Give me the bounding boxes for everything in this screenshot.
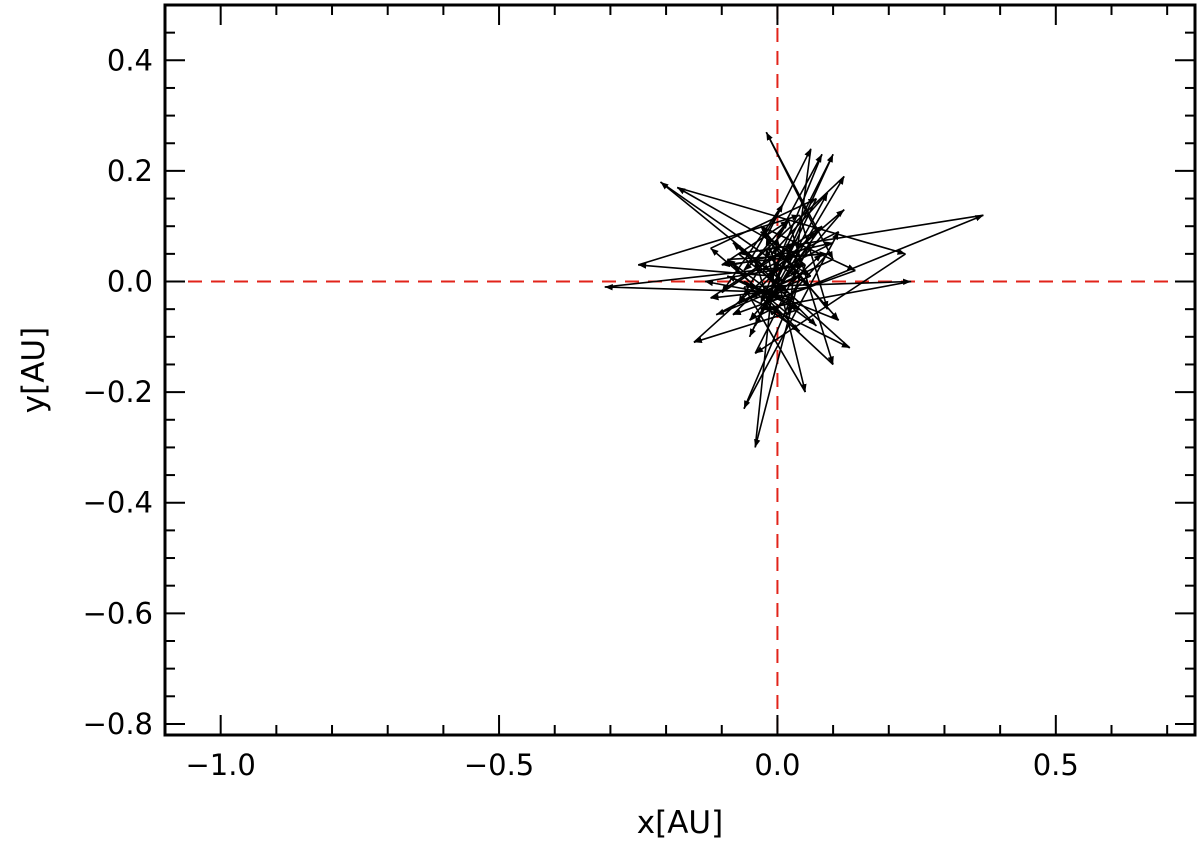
y-axis-title: y[AU] xyxy=(16,327,52,413)
trajectory-arrow xyxy=(765,237,779,271)
trajectory-arrow xyxy=(715,269,801,316)
trajectory-arrow xyxy=(765,214,984,305)
trajectory-arrow xyxy=(604,262,806,288)
reference-lines xyxy=(165,5,1195,735)
trajectory-arrow xyxy=(743,231,840,410)
trajectory-arrow xyxy=(760,230,840,272)
trajectory-arrow xyxy=(754,253,906,355)
trajectory-arrow xyxy=(704,263,806,283)
trajectory-arrow xyxy=(787,220,834,365)
plot-frame xyxy=(163,3,1197,737)
trajectory-arrow xyxy=(743,280,834,366)
trajectory-arrow xyxy=(771,253,829,316)
trajectory-arrow xyxy=(765,247,812,277)
trajectory-arrow xyxy=(743,286,806,393)
trajectory-arrow xyxy=(715,275,812,316)
y-tick-label: 0.0 xyxy=(107,265,153,299)
trajectory-arrow xyxy=(710,197,817,250)
y-tick-label: −0.4 xyxy=(83,486,153,520)
trajectory-arrow xyxy=(754,275,801,448)
trajectory-arrow xyxy=(749,297,795,321)
x-tick-label: −0.5 xyxy=(464,748,534,782)
trajectory-arrow xyxy=(760,280,912,311)
trajectory-arrow xyxy=(754,220,790,260)
x-axis-title: x[AU] xyxy=(637,805,723,841)
y-tick-label: −0.8 xyxy=(83,707,153,741)
x-tick-label: 0.0 xyxy=(754,748,800,782)
x-tick-label: −1.0 xyxy=(185,748,255,782)
trajectory-arrow xyxy=(760,269,817,327)
trajectory-arrow xyxy=(721,220,790,266)
trajectory-arrow xyxy=(676,186,906,255)
trajectory-arrow xyxy=(704,279,795,299)
ticks-layer xyxy=(164,4,1195,735)
trajectory-arrow xyxy=(710,242,795,299)
trajectory-arrow xyxy=(765,208,845,277)
trajectory-arrow xyxy=(727,251,828,261)
trajectory-arrow xyxy=(743,280,778,299)
trajectory-arrow xyxy=(771,192,829,255)
y-tick-label: −0.2 xyxy=(83,375,153,409)
trajectory-arrow xyxy=(732,241,834,266)
x-tick-label: 0.5 xyxy=(1033,748,1079,782)
trajectory-arrow xyxy=(637,214,800,266)
series-layer xyxy=(604,131,984,448)
y-tick-label: 0.4 xyxy=(107,43,153,77)
trajectory-arrow xyxy=(765,242,834,277)
y-tick-label: −0.6 xyxy=(83,596,153,630)
tick-labels-layer: −1.0 −0.5 0.0 0.5 0.4 0.2 0.0 −0.2 −0.4 −0.6 −0.8 xyxy=(83,43,1079,782)
y-tick-label: 0.2 xyxy=(107,154,153,188)
